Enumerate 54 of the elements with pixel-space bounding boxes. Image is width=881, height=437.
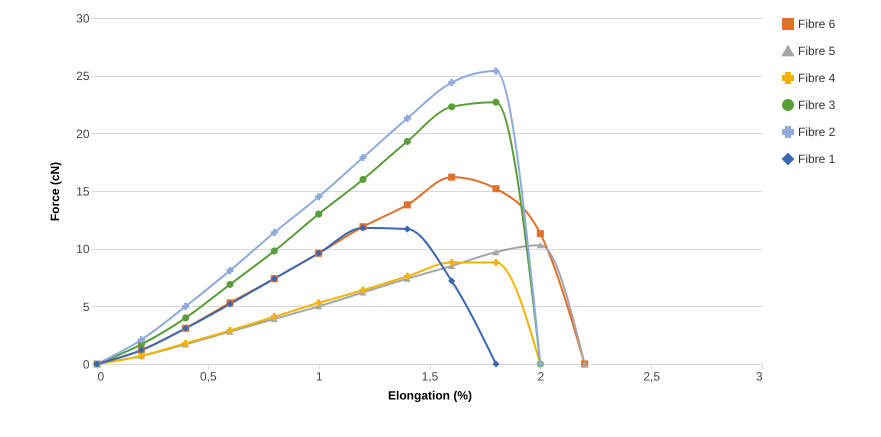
point bbox=[448, 79, 456, 86]
y-axis-title: Force (cN) bbox=[48, 162, 62, 222]
x-axis-title: Elongation (%) bbox=[388, 388, 472, 402]
y-tick-label: 0 bbox=[82, 358, 90, 372]
point bbox=[492, 258, 500, 266]
point bbox=[359, 286, 367, 294]
point bbox=[492, 249, 500, 256]
y-tick-label: 10 bbox=[76, 242, 90, 256]
point bbox=[536, 230, 544, 238]
point bbox=[404, 272, 411, 280]
x-tick-label: 0,5 bbox=[200, 370, 217, 384]
y-tick-label: 5 bbox=[82, 300, 90, 314]
point bbox=[270, 228, 278, 236]
legend-label: Fibre 3 bbox=[798, 98, 836, 112]
x-tick-label: 1,5 bbox=[422, 370, 439, 384]
legend-label: Fibre 5 bbox=[798, 44, 836, 58]
point bbox=[448, 277, 456, 284]
point bbox=[359, 154, 367, 162]
point bbox=[448, 103, 456, 110]
point bbox=[404, 138, 411, 145]
point bbox=[270, 247, 278, 254]
point bbox=[492, 360, 500, 368]
y-tick-label: 15 bbox=[76, 184, 90, 198]
point bbox=[404, 114, 411, 122]
x-tick-label: 2,5 bbox=[643, 370, 660, 384]
x-tick-label: 0 bbox=[98, 370, 104, 384]
point bbox=[315, 193, 322, 200]
legend-label: Fibre 2 bbox=[798, 125, 836, 139]
y-tick-label: 30 bbox=[76, 12, 90, 26]
point bbox=[492, 185, 500, 192]
point bbox=[315, 210, 322, 218]
point bbox=[404, 226, 411, 233]
point bbox=[404, 201, 411, 208]
point bbox=[536, 242, 544, 248]
point bbox=[359, 176, 367, 183]
legend-label: Fibre 4 bbox=[798, 71, 836, 85]
point bbox=[492, 98, 500, 106]
x-tick-label: 1 bbox=[316, 370, 323, 384]
point bbox=[182, 302, 190, 310]
point bbox=[182, 314, 190, 322]
legend-label: Fibre 6 bbox=[798, 17, 836, 31]
y-tick-label: 25 bbox=[76, 69, 90, 84]
legend-label: Fibre 1 bbox=[798, 152, 836, 166]
point bbox=[138, 336, 145, 344]
point bbox=[315, 299, 322, 306]
point bbox=[448, 174, 456, 181]
point bbox=[226, 267, 234, 274]
y-tick-label: 20 bbox=[76, 126, 90, 141]
point bbox=[448, 258, 456, 266]
x-tick-label: 3 bbox=[756, 370, 763, 384]
point bbox=[492, 68, 500, 75]
x-tick-label: 2 bbox=[537, 370, 544, 384]
point bbox=[270, 313, 278, 320]
point bbox=[226, 280, 234, 288]
